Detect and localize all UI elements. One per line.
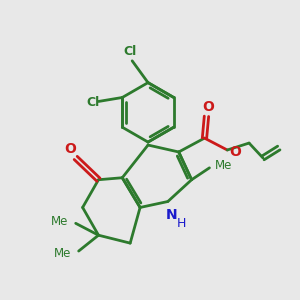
Text: H: H (177, 217, 186, 230)
Text: O: O (64, 142, 76, 156)
Text: Me: Me (51, 215, 68, 228)
Text: O: O (229, 145, 241, 159)
Text: O: O (202, 100, 214, 114)
Text: Cl: Cl (86, 96, 99, 109)
Text: Me: Me (54, 247, 71, 260)
Text: Me: Me (214, 159, 232, 172)
Text: Cl: Cl (124, 45, 137, 58)
Text: N: N (166, 208, 178, 222)
